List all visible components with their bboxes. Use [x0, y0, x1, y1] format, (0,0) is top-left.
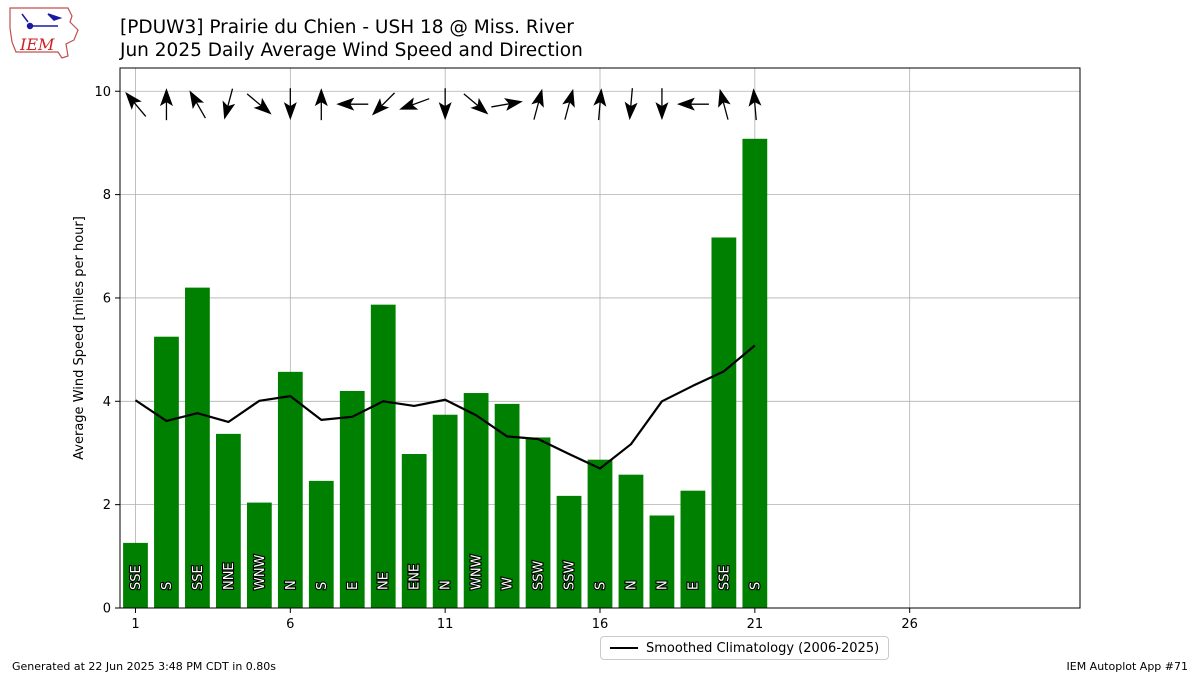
legend-line-swatch	[610, 647, 638, 649]
logo-text: IEM	[19, 35, 55, 54]
direction-label: E	[346, 582, 361, 590]
direction-label: S	[594, 582, 609, 590]
direction-label: S	[160, 582, 175, 590]
direction-arrow	[314, 88, 328, 121]
direction-label: SSW	[563, 560, 578, 590]
wind-bar	[216, 433, 241, 608]
direction-label: W	[501, 577, 516, 590]
direction-arrow	[336, 97, 369, 111]
weather-icon	[21, 13, 63, 30]
iem-logo: IEM	[9, 7, 79, 59]
y-tick-label: 8	[103, 188, 111, 203]
direction-arrow	[222, 88, 236, 120]
direction-arrow	[748, 88, 762, 121]
direction-arrow	[246, 93, 272, 115]
direction-arrow	[159, 88, 173, 121]
direction-labels: SSE S SSE NNE WNW N S E NE ENE N WNW W SSW SSW S N N E SSE S	[128, 553, 765, 591]
direction-label: N	[655, 580, 670, 590]
wind-bar	[525, 437, 551, 608]
direction-label: SSE	[191, 565, 206, 590]
wind-bar	[246, 502, 272, 608]
direction-label: NNE	[222, 562, 237, 590]
wind-bar	[680, 490, 706, 608]
climatology-line	[134, 344, 756, 470]
wind-bar	[432, 414, 458, 608]
chart-legend: Smoothed Climatology (2006-2025)	[600, 636, 890, 660]
climatology-polyline	[134, 344, 756, 470]
chart-title: [PDUW3] Prairie du Chien - USH 18 @ Miss…	[120, 17, 574, 38]
direction-label: WNW	[253, 554, 268, 590]
direction-arrow	[371, 92, 395, 116]
direction-arrows	[125, 88, 762, 121]
y-tick-label: 4	[103, 395, 111, 410]
direction-arrow	[562, 88, 575, 120]
y-tick-label: 0	[103, 602, 111, 617]
wind-bar	[587, 459, 613, 608]
wind-bar	[401, 454, 427, 608]
y-tick-label: 6	[103, 291, 111, 306]
direction-arrow	[718, 88, 731, 120]
direction-label: NE	[377, 572, 392, 590]
wind-bar	[185, 287, 210, 608]
app-credit: IEM Autoplot App #71	[1066, 660, 1189, 673]
wind-bar	[556, 495, 582, 608]
direction-arrow	[399, 97, 430, 110]
iowa-state-outline	[9, 7, 79, 59]
direction-label: SSW	[532, 560, 547, 590]
chart-subtitle: Jun 2025 Daily Average Wind Speed and Di…	[120, 40, 583, 61]
wind-bar	[123, 542, 148, 608]
x-tick-label: 16	[592, 617, 609, 632]
wind-bar	[618, 474, 644, 608]
legend-label: Smoothed Climatology (2006-2025)	[646, 640, 880, 656]
wind-bar	[463, 393, 489, 608]
wind-bar	[649, 515, 675, 608]
direction-label: SSE	[129, 565, 144, 590]
bars	[123, 138, 768, 609]
direction-arrow	[655, 88, 669, 121]
direction-label: E	[686, 582, 701, 590]
wind-bar	[370, 304, 396, 608]
x-axis-ticks: 1 6 11 16 21 26	[131, 608, 918, 632]
direction-arrow	[676, 97, 709, 111]
wind-bar	[154, 336, 179, 608]
direction-label: N	[284, 580, 299, 590]
direction-label: WNW	[470, 554, 485, 590]
direction-label: S	[315, 582, 330, 590]
wind-bar	[339, 390, 365, 608]
direction-arrow	[189, 90, 206, 119]
direction-arrow	[463, 93, 489, 115]
wind-bar	[308, 480, 334, 608]
direction-arrow	[531, 88, 544, 120]
direction-arrow	[438, 88, 452, 121]
direction-label: SSE	[717, 565, 732, 590]
x-tick-label: 1	[131, 617, 139, 632]
direction-label: ENE	[408, 564, 423, 590]
direction-label: N	[439, 580, 454, 590]
y-axis-ticks: 0 2 4 6 8 10	[94, 85, 120, 617]
y-tick-label: 2	[103, 498, 111, 513]
direction-arrow	[283, 88, 297, 121]
direction-arrow	[593, 88, 607, 121]
direction-arrow	[125, 91, 147, 117]
generated-timestamp: Generated at 22 Jun 2025 3:48 PM CDT in …	[12, 660, 277, 673]
direction-label: N	[624, 580, 639, 590]
wind-bar	[742, 138, 768, 609]
y-tick-label: 10	[94, 85, 111, 100]
direction-label: S	[748, 582, 763, 590]
direction-arrow	[624, 88, 638, 121]
y-axis-label: Average Wind Speed [miles per hour]	[72, 216, 87, 460]
x-tick-label: 6	[286, 617, 294, 632]
wind-bar	[711, 237, 737, 608]
x-tick-label: 11	[437, 617, 454, 632]
direction-arrow	[491, 98, 523, 111]
x-tick-label: 26	[901, 617, 918, 632]
x-tick-label: 21	[747, 617, 764, 632]
wind-bar	[277, 371, 303, 608]
